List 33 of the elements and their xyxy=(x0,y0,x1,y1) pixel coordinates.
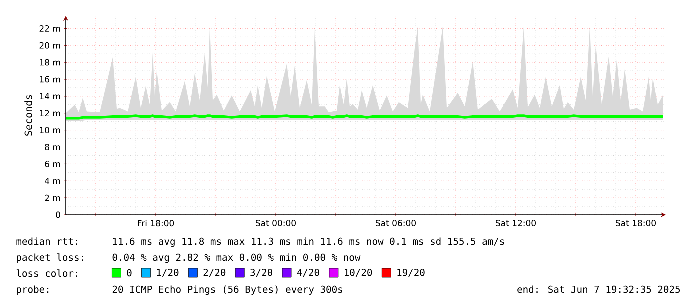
y-tick-label: 14 m xyxy=(40,93,60,100)
y-tick-label: 18 m xyxy=(40,59,60,66)
y-tick-label: 4 m xyxy=(45,178,60,184)
text: packet loss: xyxy=(17,254,84,263)
legend-label: 4/20 xyxy=(297,268,320,278)
y-tick-label: 10 m xyxy=(40,127,60,134)
x-tick-label: Sat 06:00 xyxy=(376,220,416,226)
y-tick-label: 12 m xyxy=(40,110,60,117)
legend-label: 10/20 xyxy=(345,268,372,278)
x-tick-label: Fri 18:00 xyxy=(138,220,174,227)
y-axis-title: Seconds xyxy=(24,95,32,136)
text: end: Sat Jun 7 19:32:35 2025 xyxy=(518,286,680,294)
x-tick-label: Sat 18:00 xyxy=(616,220,656,226)
y-tick-label: 22 m xyxy=(40,26,60,32)
legend-label: 19/20 xyxy=(398,268,425,278)
text: 20 ICMP Echo Pings (56 Bytes) every 300s xyxy=(112,286,342,296)
legend-title: loss color: xyxy=(16,270,78,278)
y-tick-label: 8 m xyxy=(45,144,60,150)
legend-label: 1/20 xyxy=(157,268,179,278)
legend-label: 2/20 xyxy=(204,268,226,278)
legend-label: 3/20 xyxy=(250,268,273,278)
legend-label: 0 xyxy=(127,269,132,277)
x-tick-label: Sat 12:00 xyxy=(496,220,536,226)
text: 11.6 ms avg 11.8 ms max 11.3 ms min 11.6 ms now 0.1 ms sd 155.5 am/s xyxy=(113,238,504,248)
text: median rtt: xyxy=(16,238,78,246)
y-tick-label: 6 m xyxy=(45,160,60,168)
text: probe: xyxy=(17,286,49,295)
y-tick-label: 20 m xyxy=(40,42,60,49)
y-tick-label: 0 xyxy=(56,212,60,218)
y-tick-label: 16 m xyxy=(40,76,60,83)
x-tick-label: Sat 00:00 xyxy=(256,220,296,226)
text: 0.04 % avg 2.82 % max 0.00 % min 0.00 % now xyxy=(112,254,361,264)
y-tick-label: 2 m xyxy=(45,194,60,202)
